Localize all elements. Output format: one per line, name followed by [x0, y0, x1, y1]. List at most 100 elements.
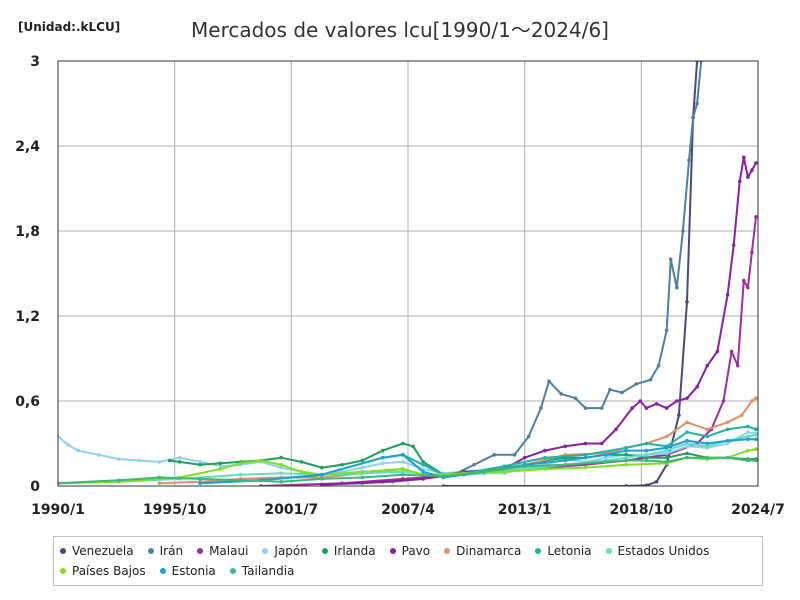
data-point [401, 460, 405, 464]
legend-item: Venezuela [60, 541, 134, 561]
data-point [441, 474, 446, 478]
data-point [677, 413, 681, 417]
data-point [685, 420, 689, 425]
data-point [644, 441, 649, 446]
data-point [599, 441, 604, 446]
data-point [705, 441, 710, 446]
data-point [624, 462, 628, 467]
data-point [218, 464, 223, 468]
legend-label: Tailandia [241, 564, 295, 578]
data-point [715, 349, 720, 354]
legend-item: Malaui [197, 541, 248, 561]
data-point [634, 382, 639, 386]
legend-marker [535, 548, 542, 554]
legend-marker [60, 568, 66, 574]
data-point [754, 161, 758, 165]
legend-label: Malaui [209, 544, 249, 558]
grid-lines [57, 60, 759, 487]
data-point [421, 460, 426, 464]
data-point [624, 458, 628, 463]
legend-item: Estados Unidos [605, 541, 709, 561]
legend-marker [60, 548, 66, 554]
data-point [725, 455, 730, 460]
data-point [421, 477, 426, 481]
data-point [539, 406, 543, 410]
data-point [741, 155, 746, 160]
data-point [620, 390, 624, 395]
legend-marker [321, 548, 328, 554]
series-pavo [319, 155, 758, 486]
data-point [624, 453, 628, 457]
x-tick-label: 2001/7 [264, 502, 318, 518]
data-point [664, 434, 669, 439]
data-point [380, 455, 385, 460]
data-point [421, 462, 426, 467]
y-tick-label: 0,6 [15, 394, 40, 410]
data-point [543, 455, 547, 460]
data-point [380, 461, 385, 466]
legend-marker [229, 568, 236, 574]
data-point [746, 458, 750, 463]
data-point [685, 455, 689, 460]
data-point [167, 458, 172, 463]
data-point [746, 430, 750, 434]
data-point [117, 478, 121, 483]
data-point [624, 455, 628, 460]
data-point [664, 460, 669, 464]
y-tick-label: 3 [30, 54, 40, 70]
data-point [754, 427, 758, 432]
data-point [685, 444, 689, 449]
series-line [443, 61, 699, 486]
data-point [279, 455, 283, 460]
data-point [279, 479, 283, 484]
data-point [685, 300, 689, 304]
x-tick-label: 1990/1 [31, 502, 85, 518]
data-point [705, 434, 710, 439]
data-point [198, 462, 202, 467]
data-point [360, 465, 365, 470]
legend-item: Pavo [389, 541, 430, 561]
data-point [675, 285, 679, 290]
legend-label: Dinamarca [456, 544, 522, 558]
data-point [319, 482, 324, 486]
data-point [746, 424, 750, 429]
data-point [238, 461, 243, 466]
data-point [360, 470, 365, 474]
data-point [746, 434, 750, 439]
x-tick-label: 2024/7 [731, 502, 785, 518]
data-point [543, 467, 547, 471]
legend-marker [389, 548, 396, 554]
legend-marker [605, 548, 612, 554]
data-point [741, 278, 746, 283]
y-tick-label: 1,8 [15, 224, 40, 240]
data-point [675, 399, 679, 403]
data-point [198, 477, 202, 481]
data-point [721, 399, 726, 403]
data-point [502, 470, 507, 474]
data-point [754, 437, 758, 442]
data-point [648, 377, 653, 382]
data-point [624, 445, 628, 450]
data-point [664, 455, 669, 460]
data-point [664, 451, 669, 456]
data-point [76, 448, 81, 453]
data-point [238, 472, 243, 477]
data-point [725, 438, 730, 443]
data-point [668, 257, 673, 262]
data-point [731, 243, 736, 247]
legend-item: Dinamarca [444, 541, 521, 561]
legend-marker [147, 548, 154, 554]
data-point [559, 392, 563, 396]
data-point [279, 462, 283, 467]
data-point [654, 479, 659, 484]
data-point [664, 328, 669, 332]
data-point [96, 453, 101, 457]
data-point [746, 175, 750, 179]
data-point [750, 250, 754, 255]
x-axis-labels: 1990/1 1995/10 2001/7 2007/4 2013/1 2018/10 20… [31, 502, 785, 518]
legend-label: Japón [274, 544, 308, 558]
data-point [644, 448, 649, 453]
data-point [512, 453, 517, 457]
data-point [522, 455, 527, 460]
legend-marker [197, 548, 204, 554]
